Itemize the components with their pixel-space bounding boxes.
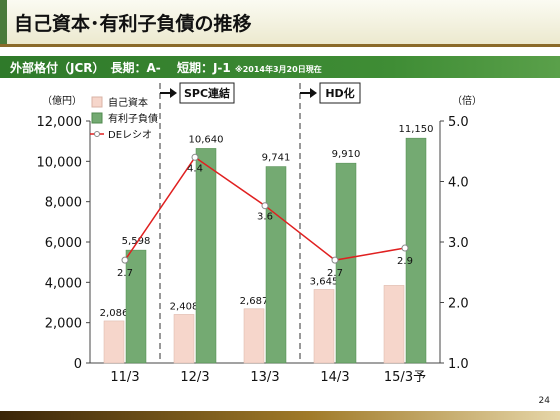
right-tick-label: 4.0 (448, 176, 469, 191)
bar-label-debt: 9,910 (332, 149, 361, 160)
legend-label-debt: 有利子負債 (108, 112, 158, 125)
page-title: 自己資本･有利子負債の推移 (14, 13, 252, 35)
left-tick-label: 2,000 (45, 317, 82, 332)
bar-equity (313, 289, 335, 364)
bar-debt (195, 148, 217, 364)
de-ratio-point (191, 153, 199, 161)
right-tick-label: 3.0 (448, 236, 469, 251)
x-tick-label: 11/3 (110, 370, 139, 385)
de-ratio-point (401, 244, 409, 252)
left-tick-label: 12,000 (37, 115, 83, 130)
rating-label: 外部格付（JCR） 長期：A- 短期：J-1 (10, 61, 231, 75)
bar-label-equity: 2,408 (170, 301, 199, 312)
right-tick-label: 1.0 (448, 357, 469, 372)
left-axis-unit: （億円） (42, 94, 82, 107)
legend-marker-de (94, 131, 100, 137)
de-ratio-point (121, 256, 129, 264)
right-tick-label: 2.0 (448, 297, 469, 312)
title-bar: 自己資本･有利子負債の推移 (0, 0, 560, 44)
de-ratio-point (331, 256, 339, 264)
bar-debt (265, 166, 287, 364)
bar-debt (405, 137, 427, 364)
bar-debt (335, 162, 357, 364)
bar-label-debt: 10,640 (189, 134, 224, 145)
rating-bar: 外部格付（JCR） 長期：A- 短期：J-1 ※2014年3月20日現在 (0, 56, 560, 78)
bar-label-debt: 5,598 (122, 236, 151, 247)
title-underline (0, 44, 560, 47)
bar-label-debt: 9,741 (262, 153, 291, 164)
footer-bar (0, 411, 560, 420)
annotation-label: SPC連結 (184, 86, 230, 100)
legend-swatch-equity (91, 96, 103, 108)
bar-equity (383, 285, 405, 364)
left-tick-label: 0 (74, 357, 82, 372)
de-ratio-label: 2.9 (397, 256, 413, 267)
right-tick-label: 5.0 (448, 115, 469, 130)
bar-label-debt: 11,150 (399, 124, 434, 135)
left-tick-label: 10,000 (37, 155, 83, 170)
rating-text: 外部格付（JCR） 長期：A- 短期：J-1 ※2014年3月20日現在 (10, 59, 322, 76)
annotation-box (319, 82, 361, 104)
left-tick-label: 4,000 (45, 276, 82, 291)
x-tick-label: 14/3 (320, 370, 349, 385)
de-ratio-label: 3.6 (257, 212, 273, 223)
annotation-arrow-head (170, 88, 177, 98)
legend-swatch-debt (91, 112, 103, 124)
bar-equity (173, 314, 195, 364)
x-tick-label: 13/3 (250, 370, 279, 385)
annotation-arrow-head (310, 88, 317, 98)
x-tick-label: 15/3予 (384, 370, 426, 385)
bar-label-equity: 2,086 (100, 308, 129, 319)
legend-label-de: DEレシオ (108, 129, 152, 141)
page-number: 24 (538, 396, 550, 406)
x-tick-label: 12/3 (180, 370, 209, 385)
de-ratio-label: 4.4 (187, 163, 203, 174)
annotation-box (179, 82, 235, 104)
rating-note: ※2014年3月20日現在 (234, 65, 322, 74)
legend-label-equity: 自己資本 (108, 96, 148, 109)
left-tick-label: 6,000 (45, 236, 82, 251)
bar-label-equity: 3,645 (310, 276, 339, 287)
de-ratio-label: 2.7 (327, 268, 343, 279)
left-tick-label: 8,000 (45, 196, 82, 211)
bar-equity (243, 308, 265, 364)
bar-label-equity: 2,687 (240, 296, 269, 307)
de-ratio-label: 2.7 (117, 268, 133, 279)
bar-debt (125, 249, 147, 364)
de-ratio-point (261, 202, 269, 210)
title-accent (0, 0, 7, 44)
right-axis-unit: （倍） (452, 94, 482, 107)
annotation-label: HD化 (325, 86, 354, 100)
bar-equity (103, 320, 125, 364)
